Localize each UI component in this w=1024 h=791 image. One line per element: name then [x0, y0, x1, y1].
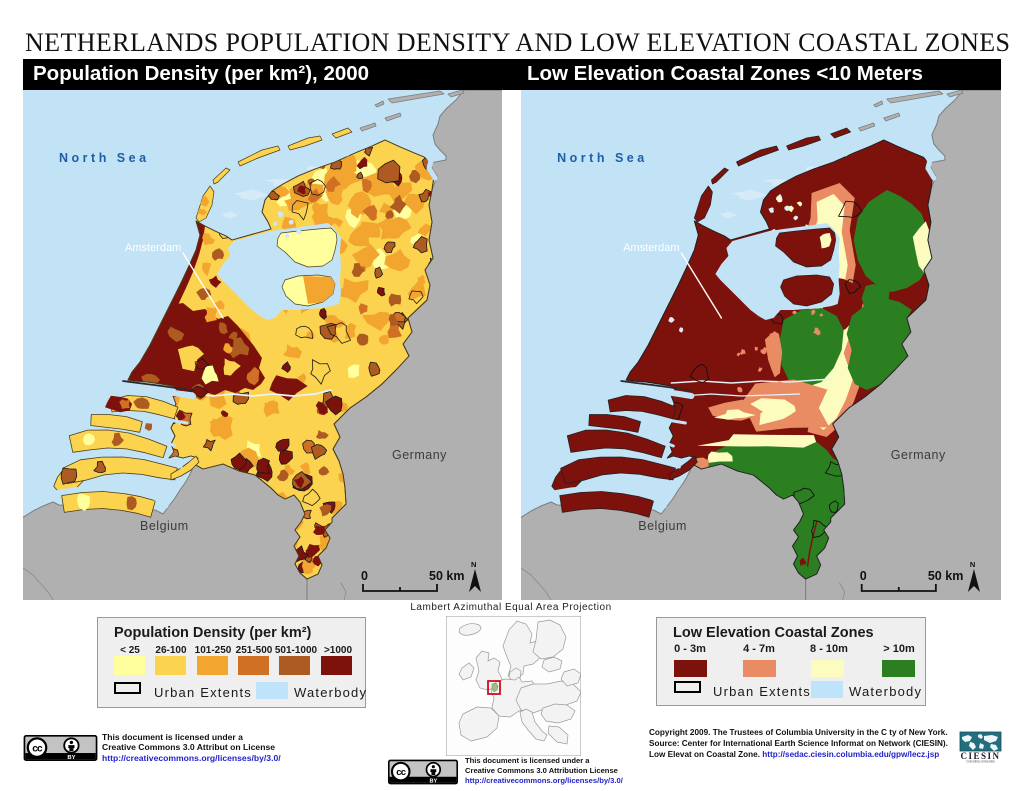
svg-text:CIESIN: CIESIN: [960, 751, 1000, 761]
svg-text:0: 0: [860, 569, 867, 583]
svg-text:cc: cc: [32, 743, 43, 754]
svg-text:North Sea: North Sea: [557, 151, 648, 165]
svg-text:N: N: [471, 560, 476, 569]
svg-text:Belgium: Belgium: [638, 519, 687, 533]
svg-text:50 km: 50 km: [429, 569, 464, 583]
svg-text:Amsterdam: Amsterdam: [125, 242, 181, 254]
svg-text:50 km: 50 km: [928, 569, 963, 583]
svg-text:0: 0: [361, 569, 368, 583]
svg-text:N: N: [970, 560, 975, 569]
svg-text:Germany: Germany: [891, 448, 946, 462]
svg-text:BY: BY: [429, 779, 437, 785]
svg-text:cc: cc: [396, 767, 407, 778]
svg-text:Belgium: Belgium: [140, 519, 189, 533]
svg-text:Columbia University: Columbia University: [966, 760, 995, 764]
svg-text:BY: BY: [67, 755, 75, 761]
svg-text:Germany: Germany: [392, 448, 447, 462]
svg-text:North Sea: North Sea: [59, 151, 150, 165]
svg-text:Amsterdam: Amsterdam: [623, 242, 679, 254]
